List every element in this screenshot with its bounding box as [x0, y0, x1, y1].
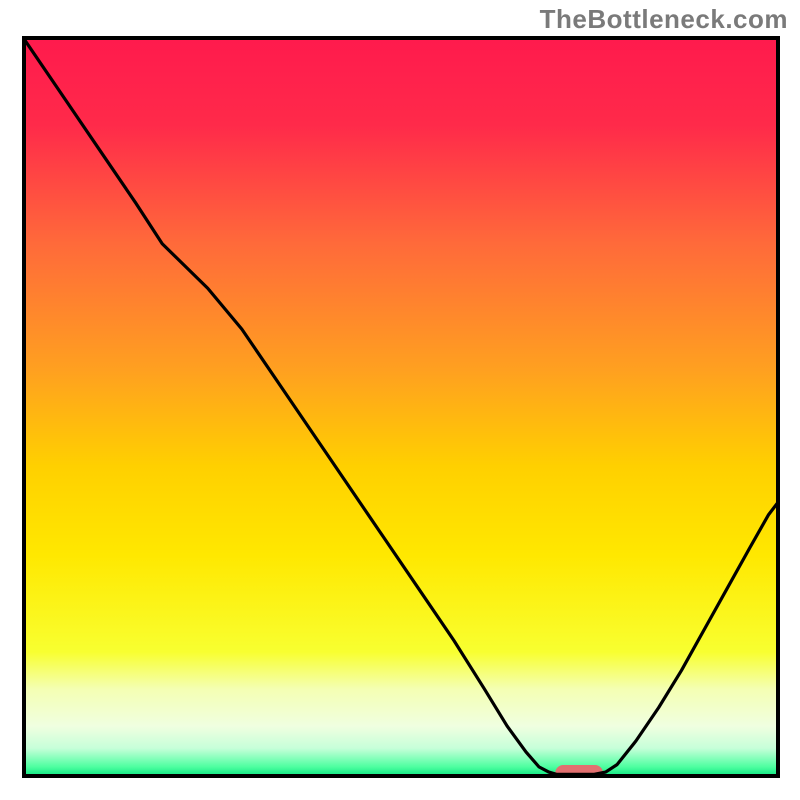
gradient-background	[22, 36, 780, 778]
watermark-text: TheBottleneck.com	[540, 4, 788, 35]
chart-container: TheBottleneck.com	[0, 0, 800, 800]
chart-svg	[0, 0, 800, 800]
plot-area	[22, 36, 780, 781]
